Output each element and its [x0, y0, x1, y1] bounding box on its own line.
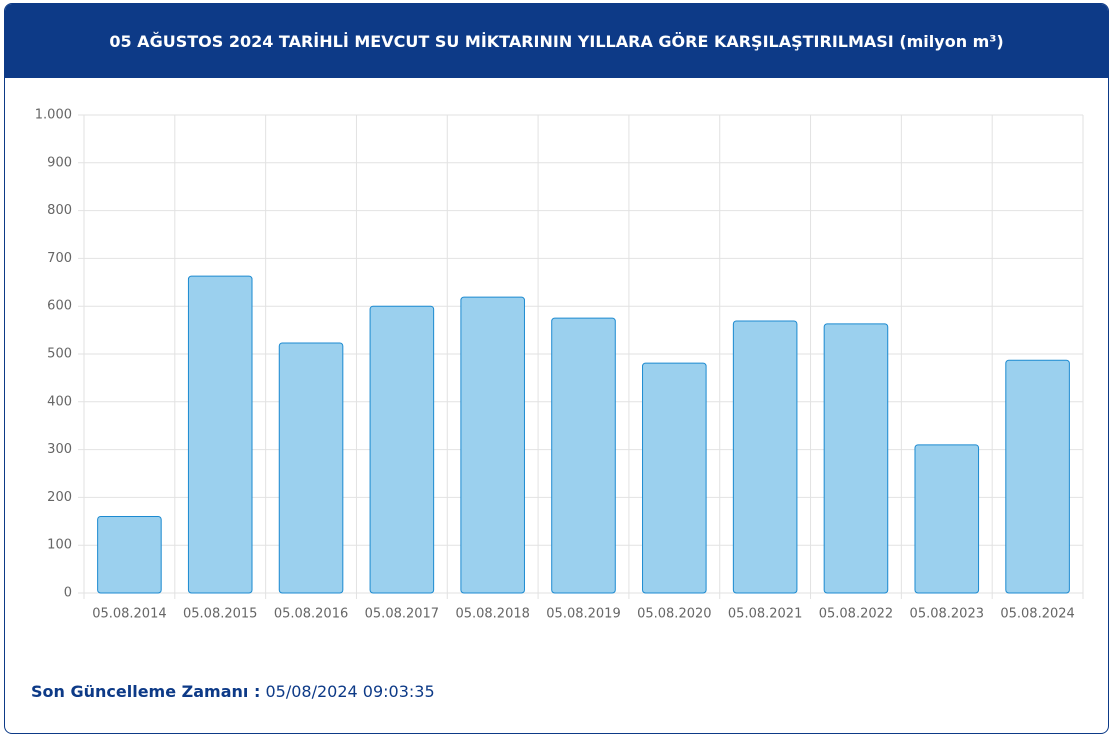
bar [369, 305, 435, 594]
bar [278, 342, 344, 594]
update-value: 05/08/2024 09:03:35 [265, 682, 435, 701]
y-tick-label: 300 [47, 442, 72, 457]
x-tick-label: 05.08.2016 [274, 607, 348, 622]
bar [551, 317, 616, 594]
chart-title: 05 AĞUSTOS 2024 TARİHLİ MEVCUT SU MİKTAR… [5, 4, 1108, 78]
y-tick-label: 800 [47, 203, 72, 218]
y-tick-label: 1.000 [35, 108, 72, 123]
bar [187, 275, 253, 594]
x-tick-label: 05.08.2024 [1000, 607, 1074, 622]
bar [97, 516, 162, 594]
y-tick-label: 400 [47, 394, 72, 409]
x-tick-label: 05.08.2023 [910, 607, 984, 622]
bar [732, 320, 798, 594]
x-tick-label: 05.08.2019 [546, 607, 620, 622]
x-tick-label: 05.08.2020 [637, 607, 711, 622]
bar [460, 296, 525, 594]
x-tick-label: 05.08.2017 [365, 607, 439, 622]
update-time: Son Güncelleme Zamanı : 05/08/2024 09:03… [31, 682, 435, 701]
y-tick-label: 0 [64, 586, 72, 601]
bar [823, 323, 889, 594]
y-tick-label: 500 [47, 347, 72, 362]
bar [642, 362, 707, 594]
x-tick-label: 05.08.2021 [728, 607, 802, 622]
x-tick-label: 05.08.2018 [455, 607, 529, 622]
bar [914, 444, 980, 594]
x-tick-label: 05.08.2022 [819, 607, 893, 622]
y-tick-label: 700 [47, 251, 72, 266]
x-tick-label: 05.08.2015 [183, 607, 257, 622]
bar [1005, 359, 1070, 594]
update-label: Son Güncelleme Zamanı : [31, 682, 261, 701]
y-tick-label: 100 [47, 538, 72, 553]
y-tick-label: 900 [47, 155, 72, 170]
y-tick-label: 600 [47, 299, 72, 314]
card: 05 AĞUSTOS 2024 TARİHLİ MEVCUT SU MİKTAR… [4, 3, 1109, 734]
y-tick-label: 200 [47, 490, 72, 505]
x-tick-label: 05.08.2014 [92, 607, 166, 622]
